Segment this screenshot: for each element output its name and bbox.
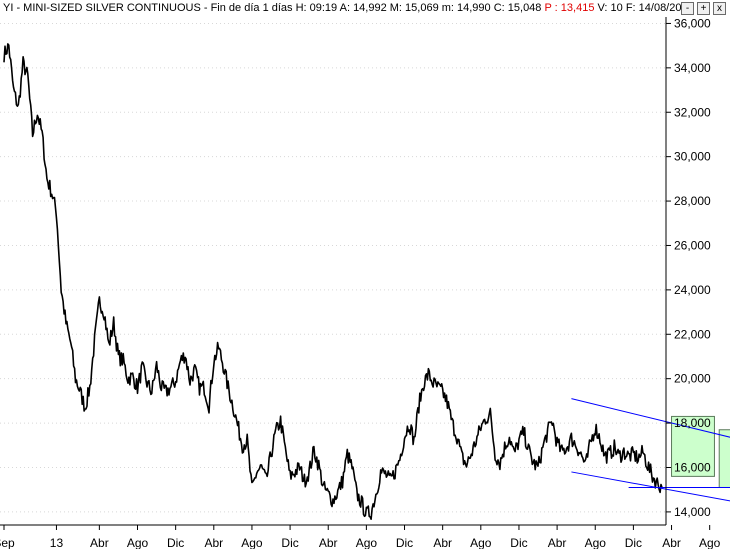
x-tick-label: Abr <box>433 536 452 549</box>
x-tick-label: Abr <box>662 536 681 549</box>
y-tick-label: 14,000 <box>674 505 711 519</box>
x-tick-label: Ago <box>241 536 263 549</box>
price-chart[interactable]: 14,000 16,000 18,000 20,000 22,000 24,000 26,0… <box>0 17 730 549</box>
x-tick-label: Abr <box>90 536 109 549</box>
x-tick-label: Abr <box>548 536 567 549</box>
highlight-box <box>718 429 730 488</box>
y-tick-label: 36,000 <box>674 17 711 30</box>
title-bar: YI - MINI-SIZED SILVER CONTINUOUS - Fin … <box>0 0 730 17</box>
y-tick-label: 18,000 <box>674 416 711 430</box>
title-quote-info: YI - MINI-SIZED SILVER CONTINUOUS - Fin … <box>3 2 545 14</box>
trendline <box>571 398 730 438</box>
x-tick-label: Ago <box>699 536 721 549</box>
y-tick-label: 32,000 <box>674 105 711 119</box>
x-tick-label: Dic <box>167 536 184 549</box>
x-tick-label: Ago <box>585 536 607 549</box>
minimize-button[interactable]: - <box>681 2 694 15</box>
x-tick-label: Ago <box>356 536 378 549</box>
close-button[interactable]: x <box>713 2 726 15</box>
y-tick-label: 28,000 <box>674 194 711 208</box>
grid-layer <box>0 22 666 513</box>
x-tick-label: Ago <box>127 536 149 549</box>
x-tick-label: Abr <box>204 536 223 549</box>
y-tick-label: 16,000 <box>674 460 711 474</box>
y-tick-label: 26,000 <box>674 238 711 252</box>
y-tick-label: 22,000 <box>674 327 711 341</box>
x-tick-label: Sep <box>0 536 15 549</box>
y-tick-label: 24,000 <box>674 283 711 297</box>
x-tick-label: Dic <box>281 536 298 549</box>
x-tick-label: Dic <box>510 536 527 549</box>
title-p-value: P : 13,415 <box>544 2 595 14</box>
x-tick-label: 13 <box>50 536 64 549</box>
y-tick-label: 20,000 <box>674 372 711 386</box>
price-line <box>3 43 663 520</box>
maximize-button[interactable]: + <box>697 2 710 15</box>
title-volume-date: V: 10 F: 14/08/201 <box>594 2 688 14</box>
x-tick-label: Dic <box>396 536 413 549</box>
y-tick-label: 34,000 <box>674 61 711 75</box>
highlight-box <box>671 415 715 477</box>
x-axis: Sep 13 Abr Ago Dic Abr Ago Dic Abr Ago Dic Abr Ago Di… <box>0 525 721 549</box>
x-tick-label: Abr <box>319 536 338 549</box>
highlight-boxes <box>671 415 730 488</box>
trendlines-layer <box>571 398 730 502</box>
x-tick-label: Dic <box>625 536 642 549</box>
y-axis: 14,000 16,000 18,000 20,000 22,000 24,000 26,0… <box>666 17 711 519</box>
chart-title: YI - MINI-SIZED SILVER CONTINUOUS - Fin … <box>3 0 688 17</box>
price-series-layer <box>3 43 663 520</box>
y-tick-label: 30,000 <box>674 150 711 164</box>
trendline <box>571 471 730 502</box>
x-tick-label: Ago <box>470 536 492 549</box>
